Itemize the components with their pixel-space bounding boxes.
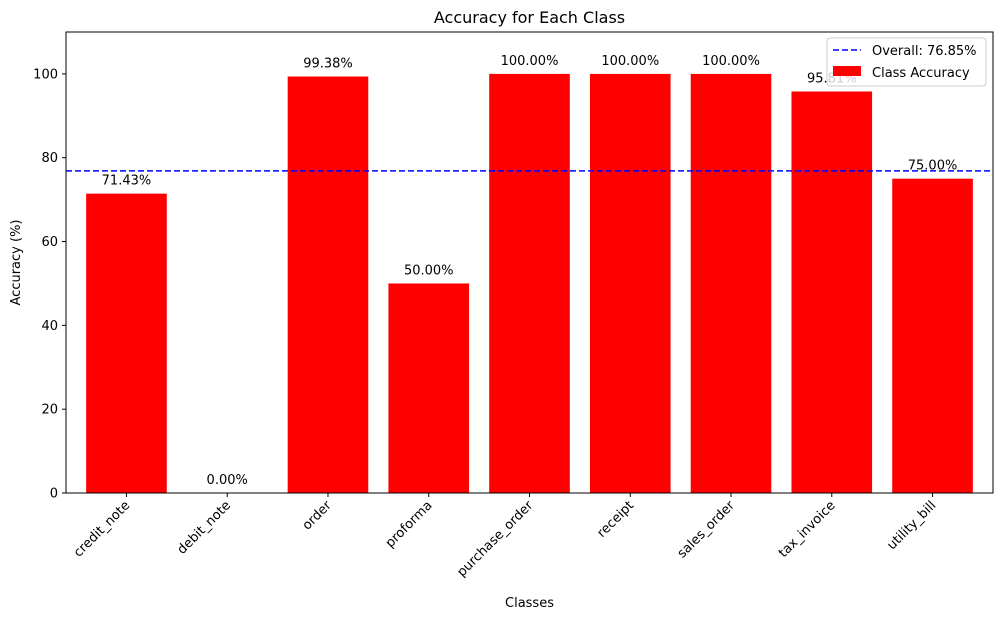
- bar-data-label: 50.00%: [404, 263, 454, 278]
- chart-title: Accuracy for Each Class: [434, 8, 625, 27]
- bar: [489, 73, 570, 493]
- bar-data-label: 99.38%: [303, 57, 353, 72]
- x-axis-label: Classes: [505, 596, 554, 611]
- y-axis-ticks: 0 20 40 60 80 100: [33, 67, 66, 502]
- bar: [86, 193, 167, 493]
- bar: [791, 91, 873, 494]
- legend: Overall: 76.85% Class Accuracy: [826, 37, 987, 87]
- y-tick-label: 40: [41, 319, 58, 334]
- y-tick-label: 20: [41, 403, 58, 418]
- bars: [86, 73, 973, 494]
- bar-data-label: 0.00%: [207, 473, 248, 488]
- bar-data-label: 100.00%: [702, 54, 760, 69]
- y-tick-label: 80: [41, 151, 58, 166]
- bar-data-label: 75.00%: [908, 159, 958, 174]
- bar: [589, 73, 671, 493]
- legend-box: [826, 37, 987, 87]
- legend-class-accuracy-swatch: [833, 66, 861, 76]
- legend-class-accuracy-label: Class Accuracy: [872, 66, 970, 81]
- y-tick-label: 60: [41, 235, 58, 250]
- bar-data-labels: 71.43% 0.00% 99.38% 50.00% 100.00% 100.00% 100…: [102, 54, 958, 488]
- bar-data-label: 100.00%: [501, 54, 559, 69]
- y-axis-label: Accuracy (%): [9, 220, 24, 306]
- bar: [388, 283, 470, 493]
- plot-frame: [65, 31, 994, 494]
- bar-data-label: 100.00%: [601, 54, 659, 69]
- bar-data-label: 71.43%: [102, 174, 152, 189]
- y-tick-label: 100: [33, 67, 58, 82]
- legend-overall-label: Overall: 76.85%: [872, 44, 977, 59]
- bar: [287, 76, 369, 494]
- bar: [892, 178, 973, 493]
- y-tick-label: 0: [50, 487, 58, 502]
- bar: [690, 73, 772, 493]
